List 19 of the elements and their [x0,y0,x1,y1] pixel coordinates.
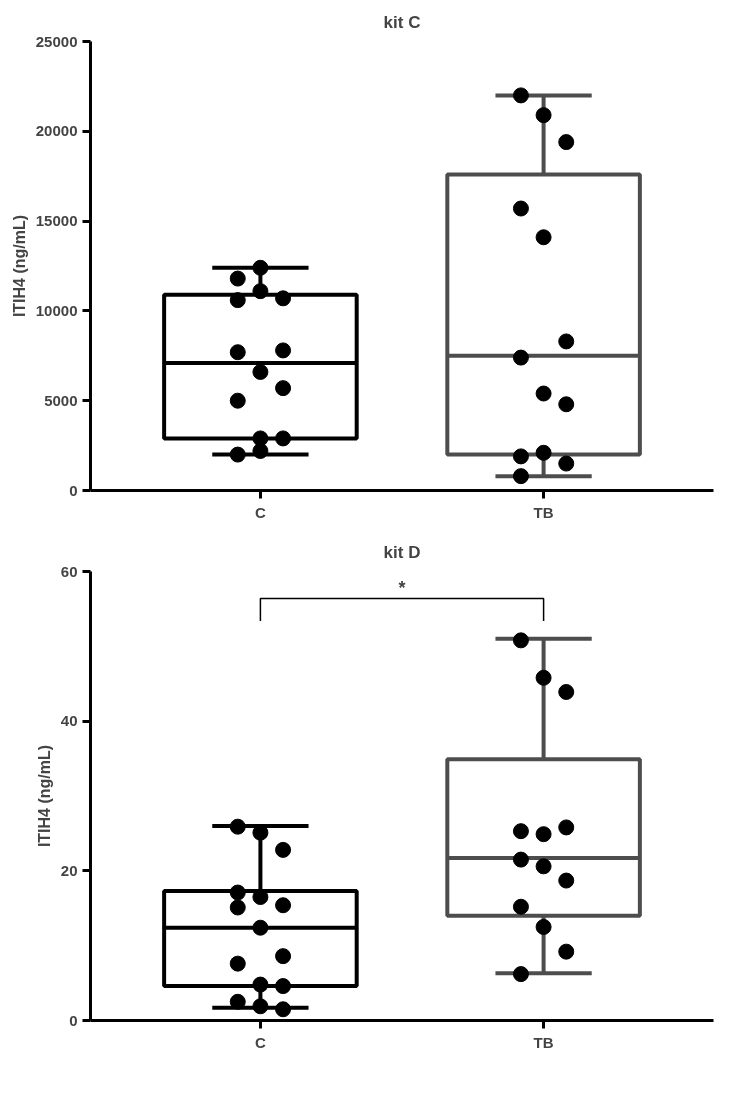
x-tick-label: TB [533,1033,554,1051]
chart-title: kit D [383,542,421,562]
y-tick-label: 0 [69,1011,78,1029]
y-tick-label: 20000 [35,122,78,140]
x-tick-label: C [254,1033,266,1051]
x-tick-label: C [254,503,266,521]
y-tick-label: 40 [60,712,78,730]
y-tick-label: 60 [60,562,78,580]
y-tick-label: 15000 [35,212,78,230]
x-tick-label: TB [533,503,554,521]
annotation: * [398,578,406,599]
y-axis-title: ITIH4 (ng/mL) [35,744,53,848]
y-axis-title: ITIH4 (ng/mL) [10,214,28,318]
y-tick-label: 5000 [44,391,78,409]
chart-title: kit C [383,12,421,32]
y-tick-label: 0 [69,481,78,499]
y-tick-label: 10000 [35,301,78,319]
y-tick-label: 20 [60,861,78,879]
y-tick-label: 25000 [35,32,78,50]
